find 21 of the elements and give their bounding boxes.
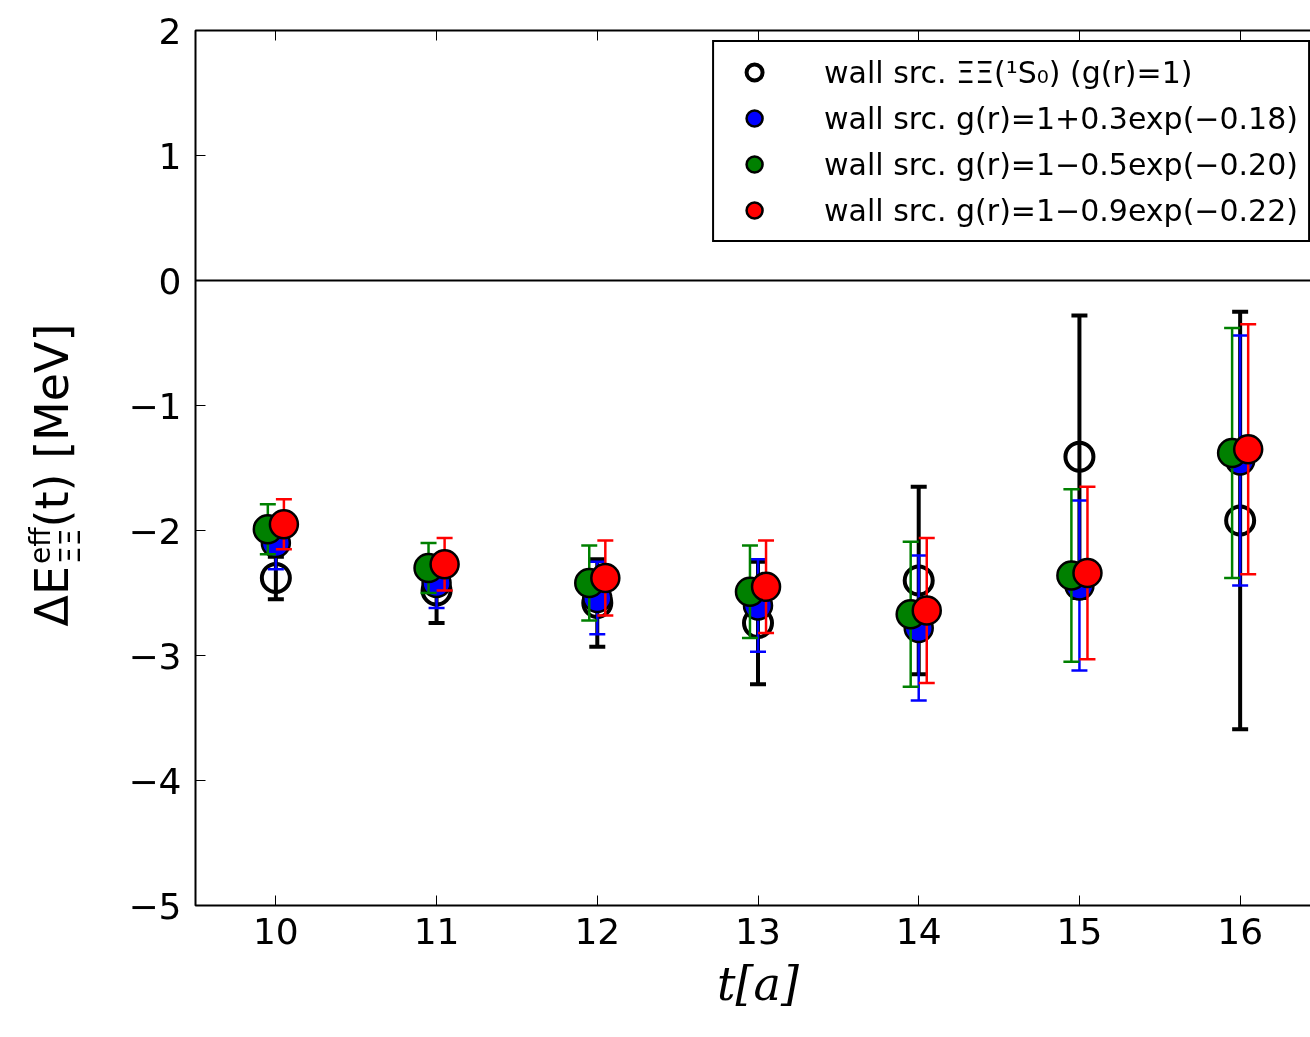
y-tick-label: −4 bbox=[128, 760, 182, 802]
x-tick-label: 15 bbox=[1056, 910, 1103, 952]
y-tick-label: −2 bbox=[128, 510, 182, 552]
x-axis-title: t[a] bbox=[717, 956, 799, 1011]
x-tick-label: 16 bbox=[1217, 910, 1264, 952]
x-tick-label: 10 bbox=[252, 910, 299, 952]
x-tick-label: 13 bbox=[735, 910, 781, 952]
legend-label: wall src. g(r)=1+0.3exp(−0.18) bbox=[824, 100, 1298, 136]
y-tick-label: 1 bbox=[158, 135, 182, 177]
legend-label: wall src. g(r)=1−0.9exp(−0.22) bbox=[824, 192, 1298, 228]
legend-label: wall src. g(r)=1−0.5exp(−0.20) bbox=[824, 146, 1298, 182]
y-tick-label: 2 bbox=[158, 10, 182, 52]
legend-label: wall src. ΞΞ(¹S₀) (g(r)=1) bbox=[824, 54, 1193, 90]
y-tick-label: −1 bbox=[128, 385, 182, 427]
y-tick-label: −3 bbox=[128, 635, 182, 677]
x-tick-label: 14 bbox=[895, 910, 942, 952]
y-tick-label: 0 bbox=[158, 260, 182, 302]
x-tick-label: 12 bbox=[574, 910, 621, 952]
y-tick-label: −5 bbox=[128, 885, 182, 927]
y-axis-title: ΔEeffΞΞ(t) [MeV] bbox=[23, 323, 87, 627]
x-tick-label: 11 bbox=[413, 910, 460, 952]
